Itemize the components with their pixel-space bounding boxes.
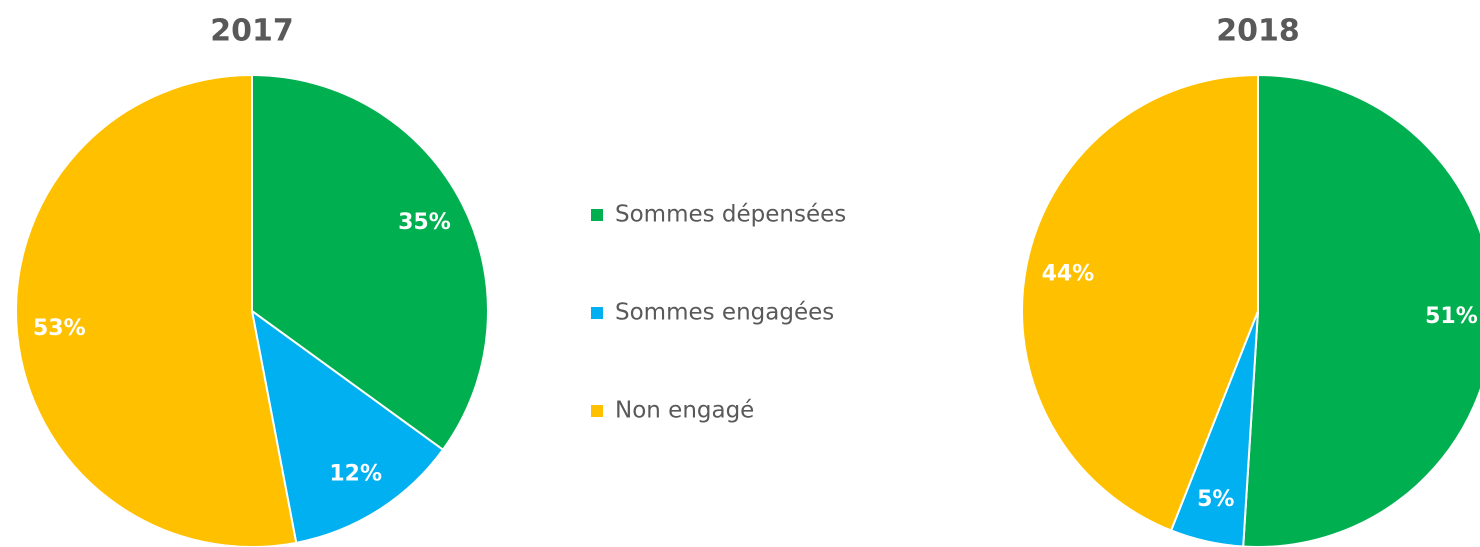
data-label: 5% <box>1197 487 1234 512</box>
legend-label: Sommes dépensées <box>615 202 846 228</box>
pie-slice <box>250 308 445 544</box>
legend-swatch <box>591 209 603 221</box>
data-label: 51% <box>1425 304 1478 329</box>
pie-slice <box>15 73 298 547</box>
legend-swatch <box>591 307 603 319</box>
legend-label: Sommes engagées <box>615 300 834 326</box>
pie-slice <box>251 73 489 452</box>
data-label: 53% <box>33 316 86 341</box>
data-label: 12% <box>329 461 382 486</box>
data-label: 35% <box>398 210 451 235</box>
chart-title: 2017 <box>210 14 294 49</box>
legend-label: Non engagé <box>615 398 754 424</box>
chart-title: 2018 <box>1216 14 1300 49</box>
pie-slice <box>1020 73 1259 532</box>
pie-slice <box>1242 73 1480 547</box>
data-label: 44% <box>1042 262 1095 287</box>
legend-swatch <box>591 405 603 417</box>
